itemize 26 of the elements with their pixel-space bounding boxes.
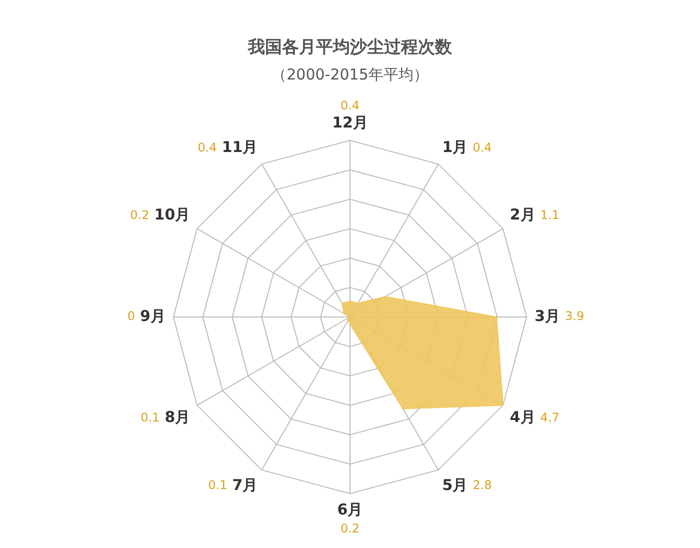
spoke-label: 4月 <box>510 408 536 426</box>
text: 1.1 <box>540 208 560 222</box>
spoke-label: 3月 <box>534 306 560 325</box>
spoke-label: 10月 <box>154 206 190 224</box>
text: 3.9 <box>565 309 584 324</box>
spoke-label: 1月 <box>442 138 468 156</box>
text: 0.4 <box>198 140 217 154</box>
text: 4.7 <box>540 410 560 424</box>
spoke-label: 2月 <box>510 206 536 224</box>
spoke-label: 7月 <box>232 476 258 494</box>
spoke-label: 9月 <box>140 306 166 325</box>
spoke-label: 12月 <box>332 113 368 132</box>
text: 0.4 <box>472 140 492 154</box>
chart-subtitle: （2000-2015年平均） <box>272 65 428 84</box>
spoke-label: 8月 <box>164 408 190 426</box>
text: 0 <box>127 309 135 324</box>
text: 0.1 <box>140 410 160 424</box>
spoke-label: 6月 <box>337 500 363 518</box>
chart-title: 我国各月平均沙尘过程次数 <box>247 38 453 58</box>
spoke-label: 11月 <box>222 138 258 156</box>
text: 0.2 <box>340 522 360 536</box>
text: 2.8 <box>472 478 492 492</box>
spoke-label: 5月 <box>442 476 468 494</box>
text: 0.4 <box>340 98 360 113</box>
text: 0.2 <box>130 208 150 222</box>
text: 0.1 <box>208 478 228 492</box>
